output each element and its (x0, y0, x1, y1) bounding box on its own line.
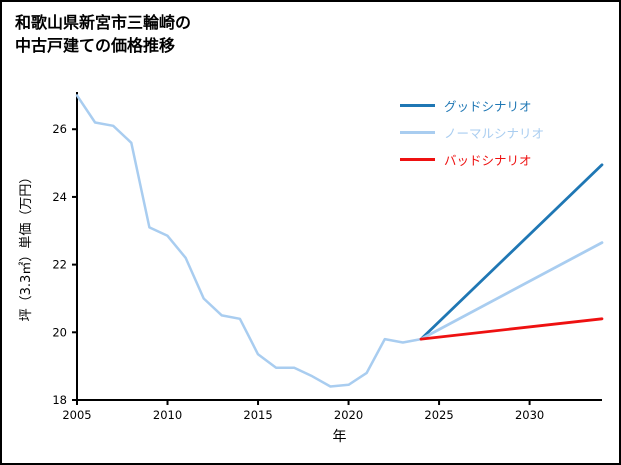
x-tick-label: 2020 (334, 408, 363, 422)
normal-scenario-line (419, 241, 604, 341)
x-tick-label: 2030 (515, 408, 544, 422)
x-axis-title: 年 (333, 429, 347, 445)
y-tick-label: 22 (52, 258, 67, 272)
chart-title: 和歌山県新宮市三輪崎の 中古戸建ての価格推移 (15, 11, 191, 57)
legend-item-bad-scenario: バッドシナリオ (400, 150, 544, 168)
history-line (75, 94, 423, 388)
legend-item-normal-scenario: ノーマルシナリオ (400, 123, 544, 141)
legend-label-normal-scenario: ノーマルシナリオ (444, 125, 545, 141)
legend-label-good-scenario: グッドシナリオ (444, 98, 532, 114)
bad-scenario-line-swatch (400, 157, 435, 161)
y-tick-label: 24 (52, 190, 67, 204)
y-axis-title: 坪（3.3㎡）単価（万円） (18, 171, 34, 322)
chart-title-line2: 中古戸建ての価格推移 (15, 36, 176, 56)
normal-scenario-line-swatch (400, 130, 435, 134)
y-tick-label: 18 (52, 393, 67, 407)
x-tick-label: 2025 (424, 408, 453, 422)
legend-item-good-scenario: グッドシナリオ (400, 96, 544, 114)
good-scenario-line (419, 163, 604, 341)
legend-label-bad-scenario: バッドシナリオ (444, 152, 532, 168)
y-tick-label: 26 (52, 122, 67, 136)
x-tick-label: 2015 (243, 408, 272, 422)
y-tick-label: 20 (52, 325, 67, 339)
chart-legend: グッドシナリオ ノーマルシナリオ バッドシナリオ (400, 96, 544, 168)
chart-title-line1: 和歌山県新宮市三輪崎の (15, 13, 192, 32)
good-scenario-line-swatch (400, 103, 435, 107)
x-tick-label: 2010 (153, 408, 182, 422)
x-tick-label: 2005 (62, 408, 91, 422)
bad-scenario-line (419, 317, 604, 341)
